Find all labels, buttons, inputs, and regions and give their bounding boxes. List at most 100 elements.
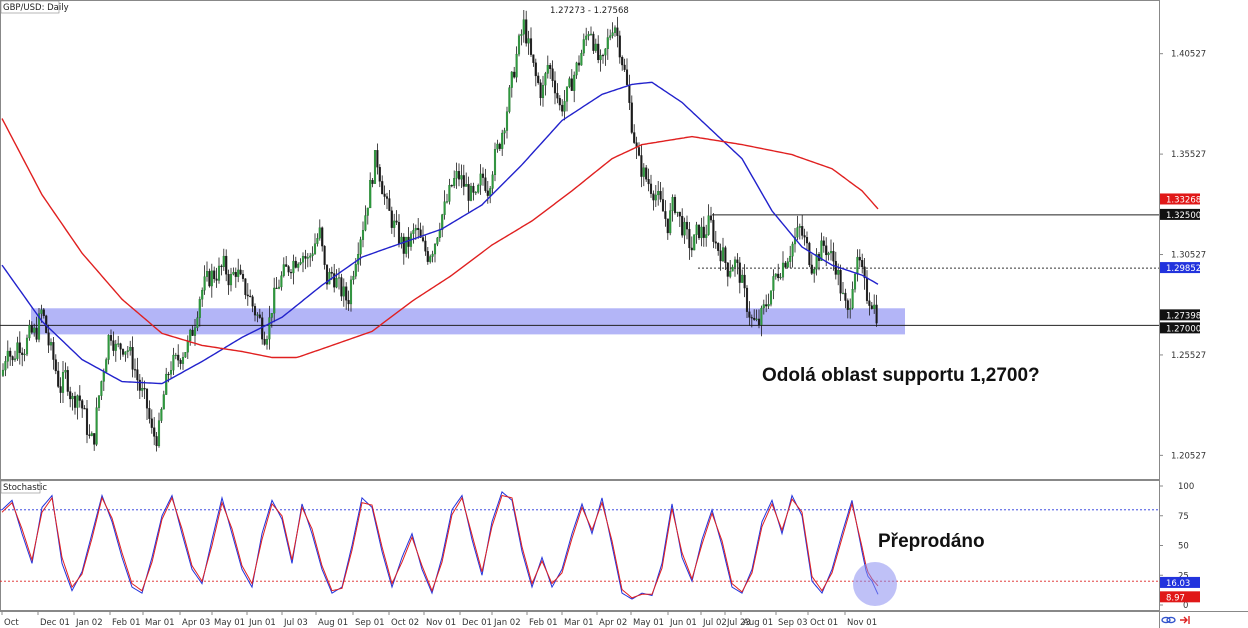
candle bbox=[633, 124, 636, 145]
candle bbox=[232, 267, 235, 276]
candle bbox=[213, 266, 216, 283]
bearish-candle-body bbox=[738, 262, 741, 283]
candle bbox=[277, 279, 281, 290]
bullish-candle-body bbox=[455, 171, 458, 179]
candle bbox=[340, 273, 343, 301]
link-icon[interactable] bbox=[1161, 616, 1176, 624]
candle bbox=[414, 224, 417, 240]
time-tick-label: Oct 02 bbox=[391, 618, 419, 628]
bearish-candle-body bbox=[153, 427, 156, 437]
bearish-candle-body bbox=[395, 220, 398, 223]
bearish-candle-body bbox=[69, 391, 72, 400]
candle bbox=[424, 235, 427, 256]
candle bbox=[222, 248, 225, 271]
candle bbox=[306, 253, 309, 268]
price-badge-bg bbox=[1160, 193, 1200, 205]
time-tick-label: Feb 01 bbox=[529, 618, 558, 628]
candle bbox=[534, 58, 537, 87]
candle bbox=[97, 395, 101, 412]
candle bbox=[772, 269, 775, 300]
candle bbox=[613, 25, 617, 37]
bearish-candle-body bbox=[846, 300, 849, 310]
bullish-candle-body bbox=[277, 286, 281, 289]
bearish-candle-body bbox=[630, 102, 633, 133]
candle bbox=[124, 351, 127, 362]
candle bbox=[301, 252, 305, 273]
candle bbox=[273, 277, 276, 323]
bearish-candle-body bbox=[390, 210, 393, 228]
candle bbox=[599, 49, 602, 72]
bullish-candle-body bbox=[606, 37, 609, 50]
candle bbox=[390, 206, 393, 234]
bullish-candle-body bbox=[49, 342, 53, 346]
bearish-candle-body bbox=[858, 256, 861, 261]
candle bbox=[537, 72, 540, 85]
bearish-candle-body bbox=[249, 295, 252, 297]
bearish-candle-body bbox=[385, 196, 389, 199]
candle bbox=[570, 69, 573, 91]
stochastic-badge-label: 16.03 bbox=[1166, 579, 1190, 589]
candle bbox=[865, 270, 869, 304]
candle bbox=[594, 38, 597, 53]
bearish-candle-body bbox=[597, 43, 600, 61]
bearish-candle-body bbox=[601, 55, 605, 57]
bullish-candle-body bbox=[469, 185, 473, 201]
bullish-candle-body bbox=[815, 253, 818, 270]
bullish-candle-body bbox=[501, 132, 504, 149]
bullish-candle-body bbox=[541, 85, 545, 99]
bullish-candle-body bbox=[1, 369, 5, 376]
candle bbox=[479, 164, 482, 195]
candle bbox=[203, 265, 206, 295]
bearish-candle-body bbox=[690, 247, 693, 251]
bearish-candle-body bbox=[246, 294, 249, 297]
candle bbox=[541, 75, 545, 107]
candle bbox=[501, 129, 504, 156]
bearish-candle-body bbox=[347, 300, 350, 305]
bullish-candle-body bbox=[210, 270, 213, 287]
bearish-candle-body bbox=[724, 247, 727, 264]
candle bbox=[150, 409, 153, 434]
candle bbox=[870, 301, 873, 310]
bullish-candle-body bbox=[599, 55, 602, 61]
bullish-candle-body bbox=[707, 215, 710, 235]
bullish-candle-body bbox=[299, 262, 302, 265]
bearish-candle-body bbox=[666, 218, 669, 234]
bearish-candle-body bbox=[112, 340, 115, 351]
bullish-candle-body bbox=[364, 215, 367, 231]
bearish-candle-body bbox=[810, 264, 813, 274]
bullish-candle-body bbox=[510, 71, 513, 88]
candle bbox=[628, 74, 631, 111]
bearish-candle-body bbox=[870, 305, 873, 309]
bullish-candle-body bbox=[193, 327, 197, 336]
candle bbox=[105, 357, 108, 373]
candle bbox=[517, 33, 521, 57]
candle bbox=[83, 405, 86, 410]
bearish-candle-body bbox=[263, 338, 266, 345]
candle bbox=[227, 269, 230, 295]
bearish-candle-body bbox=[645, 167, 648, 180]
bearish-candle-body bbox=[486, 190, 489, 196]
bullish-candle-body bbox=[431, 253, 434, 257]
bearish-candle-body bbox=[640, 155, 643, 177]
candle bbox=[616, 16, 619, 48]
candle bbox=[47, 324, 50, 353]
bearish-candle-body bbox=[85, 408, 89, 435]
candle bbox=[549, 62, 552, 79]
bullish-candle-body bbox=[4, 361, 7, 371]
bearish-candle-body bbox=[285, 264, 288, 267]
bullish-candle-body bbox=[522, 19, 525, 35]
candle bbox=[289, 268, 293, 279]
candle bbox=[642, 163, 645, 187]
candle bbox=[30, 321, 33, 335]
scroll-to-end-icon[interactable] bbox=[1180, 616, 1190, 624]
candle bbox=[21, 347, 24, 367]
candle bbox=[810, 254, 813, 275]
candle bbox=[688, 221, 691, 260]
candle bbox=[169, 361, 173, 378]
bearish-candle-body bbox=[673, 197, 677, 213]
bearish-candle-body bbox=[709, 215, 713, 221]
candle bbox=[841, 281, 845, 295]
bullish-candle-body bbox=[328, 271, 331, 285]
candle bbox=[220, 264, 223, 276]
